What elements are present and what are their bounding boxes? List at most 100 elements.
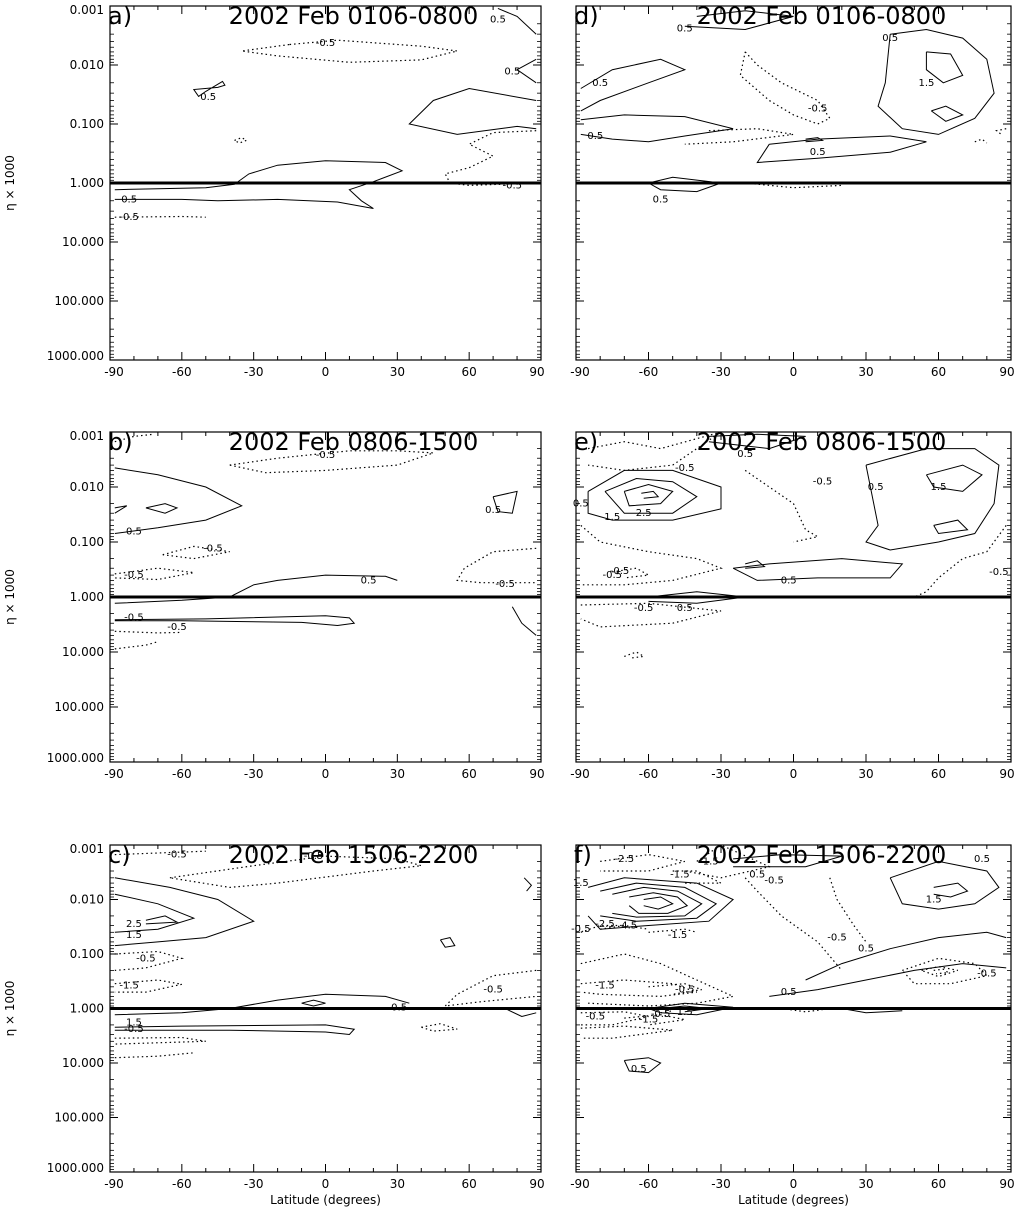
- contour-negative: [829, 877, 867, 943]
- x-tick-label: 30: [858, 767, 873, 781]
- x-tick-label: -60: [639, 767, 659, 781]
- contour-positive: [756, 135, 927, 164]
- contour-positive: [145, 915, 179, 925]
- x-tick-label: 0: [322, 1177, 330, 1191]
- contour-negative: [114, 433, 154, 443]
- contour-positive: [587, 877, 735, 930]
- contour-label: -2.5: [595, 919, 615, 930]
- y-tick-label: 0.100: [70, 947, 104, 961]
- y-tick-label: 1000.000: [47, 751, 104, 765]
- contour-negative: [660, 1010, 673, 1014]
- contour-label: 0.5: [781, 575, 797, 586]
- x-axis-label: Latitude (degrees): [270, 1193, 381, 1207]
- x-tick-label: -60: [639, 365, 659, 379]
- contour-label: -0.5: [813, 477, 833, 488]
- x-tick-label: -90: [104, 1177, 124, 1191]
- x-tick-label: -90: [570, 365, 590, 379]
- contour-negative: [169, 855, 422, 889]
- panel-title: 2002 Feb 0806-1500: [229, 428, 479, 456]
- x-tick-label: 30: [858, 1177, 873, 1191]
- contour-positive: [439, 937, 456, 948]
- contour-label: -0.5: [808, 104, 828, 115]
- contour-label: 1.5: [918, 78, 934, 89]
- contour-label: 0.5: [121, 194, 137, 205]
- y-axis-label: η × 1000: [3, 569, 17, 625]
- contour-positive: [580, 114, 734, 143]
- panel-c: c) 2002 Feb 1506-2200-0.5 -0.51.52.5-0.5-1…: [3, 841, 545, 1207]
- panel-a: a) 2002 Feb 0106-0800 0.5 -0.5 0.5 -0.5 0.5 0.5…: [3, 2, 545, 379]
- contour-positive: [516, 58, 537, 84]
- contour-negative: [995, 128, 1007, 135]
- contour-positive: [600, 882, 718, 922]
- contour-label: -1.5: [670, 870, 690, 881]
- contour-negative: [421, 1023, 458, 1032]
- contour-positive: [497, 7, 537, 35]
- contour-label: -0.5: [571, 924, 591, 935]
- contour-label: 0.5: [504, 67, 520, 78]
- contour-positive: [623, 1057, 662, 1074]
- contour-negative: [648, 983, 702, 995]
- contour-negative: [234, 136, 248, 144]
- contour-group: [580, 432, 1007, 659]
- contour-positive: [114, 877, 255, 947]
- contour-label: 1.5: [573, 878, 589, 889]
- contour-positive: [580, 58, 687, 112]
- y-tick-label: 1000.000: [47, 1161, 104, 1175]
- contour-label: -0.5: [675, 463, 695, 474]
- y-tick-label: 1.000: [70, 176, 104, 190]
- contour-label: 0.5: [677, 23, 693, 34]
- contour-label: 0.5: [810, 147, 826, 158]
- contour-group: [114, 433, 537, 650]
- contour-negative: [933, 968, 950, 975]
- contour-group: [580, 10, 1007, 193]
- contour-label: 2.5: [636, 508, 652, 519]
- contour-positive: [301, 999, 326, 1007]
- contour-negative: [114, 1036, 206, 1045]
- contour-positive: [114, 893, 196, 933]
- contour-label: 0.5: [974, 854, 990, 865]
- contour-label: 1.5: [926, 895, 942, 906]
- contour-positive: [114, 467, 243, 534]
- x-tick-label: 90: [999, 365, 1014, 379]
- contour-label: 0.5: [592, 78, 608, 89]
- x-tick-label: 90: [529, 767, 544, 781]
- x-tick-label: 0: [790, 365, 798, 379]
- contour-label: -0.5: [602, 570, 622, 581]
- contour-negative: [600, 853, 685, 872]
- contour-group: [580, 845, 1007, 1074]
- contour-positive: [511, 606, 537, 636]
- x-tick-label: 0: [790, 767, 798, 781]
- contour-label: -0.5: [316, 38, 336, 49]
- contour-negative: [600, 924, 649, 930]
- contour-negative: [624, 1014, 685, 1026]
- contour-negative: [580, 979, 697, 998]
- contour-label: 4.5: [621, 921, 637, 932]
- contour-positive: [612, 886, 703, 918]
- contour-positive: [114, 160, 404, 209]
- contour-negative: [114, 950, 185, 971]
- contour-label: -0.5: [764, 876, 784, 887]
- panel-b: b) 2002 Feb 0806-1500-0.50.5-0.5-0.5 0.5-0…: [3, 428, 545, 781]
- x-tick-label: 60: [931, 365, 946, 379]
- contour-positive: [648, 176, 722, 193]
- y-axis-label: η × 1000: [3, 155, 17, 211]
- contour-positive: [745, 560, 766, 569]
- contour-label: -0.5: [977, 969, 997, 980]
- contour-positive: [933, 882, 969, 898]
- panel-title: 2002 Feb 1506-2200: [229, 841, 479, 869]
- x-tick-label: 60: [931, 767, 946, 781]
- contour-negative: [114, 1052, 194, 1059]
- contour-label: 1.5: [931, 482, 947, 493]
- y-tick-label: 100.000: [54, 294, 104, 308]
- contour-negative: [744, 469, 820, 543]
- contour-label: 1.5: [677, 1007, 693, 1018]
- contour-label: 0.5: [653, 194, 669, 205]
- contour-positive: [114, 1024, 356, 1036]
- x-tick-label: 0: [322, 767, 330, 781]
- contour-negative: [114, 979, 182, 993]
- y-tick-label: 0.001: [70, 3, 104, 17]
- panel-letter: a): [108, 2, 132, 30]
- contour-positive: [805, 137, 825, 143]
- x-tick-label: 90: [999, 767, 1014, 781]
- contour-label: -0.5: [203, 543, 223, 554]
